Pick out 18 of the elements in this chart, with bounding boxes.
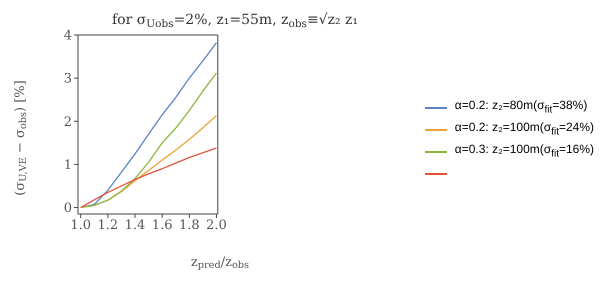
legend-label: α=0.3: z₂=100m(σ$_{fit}$=16%) [454, 141, 594, 162]
x-tick-label: 2.0 [206, 218, 227, 234]
x-tick-label: 1.0 [70, 218, 92, 234]
line-series [80, 72, 218, 208]
y-tick-label: 4 [64, 28, 72, 44]
x-tick-label: 1.2 [98, 218, 118, 234]
legend-label: α=0.2: z₂=80m(σ$_{fit}$=38%) [454, 97, 588, 118]
line-series [80, 147, 218, 208]
y-tick-label: 1 [64, 158, 72, 174]
x-tick-label: 1.4 [124, 218, 146, 234]
y-tick-label: 3 [64, 72, 72, 87]
y-tick-label: 2 [64, 114, 72, 130]
y-tick-label: 0 [64, 201, 72, 216]
x-tick-label: 1.8 [178, 218, 200, 234]
chart-title: for σ$_{Uobs}$=2%, z₁=55m, z$_{obs}$≡√z₂ z₁ [112, 12, 358, 30]
x-axis-title: z$_{pred}$/z$_{obs}$ [190, 255, 250, 272]
legend-label: α=0.2: z₂=100m(σ$_{fit}$=24%) [454, 119, 594, 140]
x-tick-label: 1.6 [152, 218, 172, 234]
